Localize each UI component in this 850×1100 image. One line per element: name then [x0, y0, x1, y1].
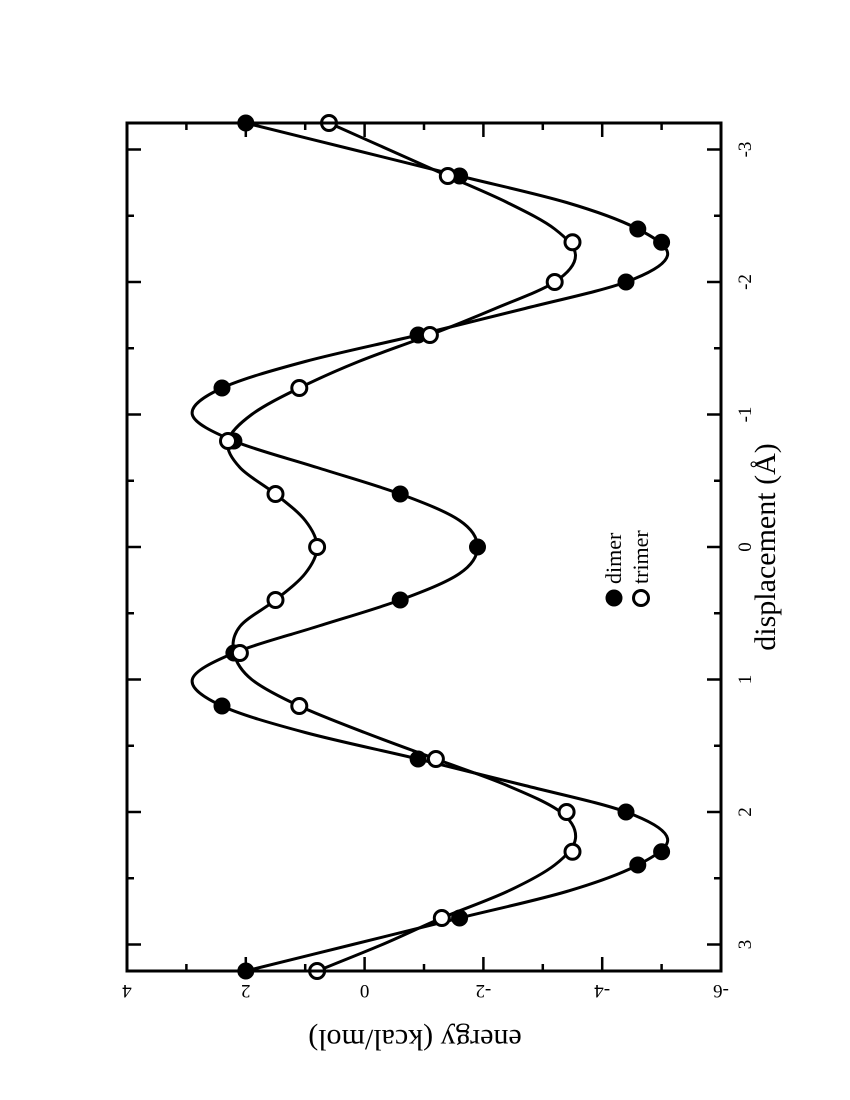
curves-layer — [190, 121, 670, 973]
dimer-point — [629, 220, 647, 238]
dimer-point — [653, 233, 671, 251]
dimer-point — [391, 591, 409, 609]
trimer-point — [563, 233, 582, 252]
trimer-point — [563, 842, 582, 861]
trimer-point — [266, 591, 285, 609]
trimer-point — [219, 432, 237, 450]
dimer-point — [409, 750, 427, 768]
x-tick-label: 1 — [735, 675, 756, 685]
legend-label-trimer: trimer — [628, 530, 653, 584]
y-tick-label: -4 — [594, 980, 610, 1001]
points-layer — [213, 114, 671, 980]
trimer-point — [230, 644, 249, 662]
y-tick-label: -2 — [475, 980, 491, 1001]
dimer-point — [469, 538, 486, 556]
legend-label-dimer: dimer — [601, 532, 626, 584]
x-tick-label: -2 — [735, 274, 756, 290]
y-tick-label: 4 — [122, 980, 132, 1001]
y-tick-label: 0 — [360, 980, 370, 1001]
trimer-point — [266, 485, 285, 503]
y-tick-label: 2 — [241, 980, 251, 1001]
x-tick-label: -1 — [735, 407, 756, 423]
trimer-point — [290, 697, 309, 715]
dimer-point — [617, 803, 635, 821]
x-tick-label: 0 — [735, 542, 756, 552]
dimer-point — [617, 273, 635, 291]
legend-marker-dimer — [605, 589, 623, 607]
y-tick-label: -6 — [713, 980, 729, 1001]
dimer-point — [629, 856, 647, 874]
dimer-point — [653, 843, 671, 861]
trimer-point — [438, 167, 457, 185]
trimer-point — [426, 750, 445, 768]
dimer-fit-curve — [190, 121, 670, 973]
dimer-point — [391, 485, 409, 503]
trimer-fit-curve — [226, 121, 578, 973]
legend-marker-trimer — [632, 589, 650, 607]
plot-frame — [125, 121, 723, 973]
dimer-point — [213, 379, 231, 397]
dimer-point — [451, 909, 469, 927]
labels-layer: -3 -2 -1 0 1 2 3 4 2 0 -2 -4 -6 — [122, 142, 756, 1001]
x-axis-title: displacement (Å) — [749, 443, 782, 650]
dimer-point — [213, 697, 231, 715]
x-tick-label: 2 — [735, 807, 756, 817]
trimer-point — [545, 273, 564, 291]
trimer-point — [420, 326, 439, 344]
trimer-point — [308, 538, 327, 556]
trimer-point — [290, 379, 309, 397]
y-axis-title: energy (kcal/mol) — [308, 1023, 522, 1056]
x-tick-label: -3 — [735, 142, 756, 158]
x-tick-label: 3 — [735, 940, 756, 950]
trimer-point — [557, 803, 576, 821]
legend: dimer trimer — [601, 530, 653, 607]
trimer-point — [432, 909, 451, 927]
